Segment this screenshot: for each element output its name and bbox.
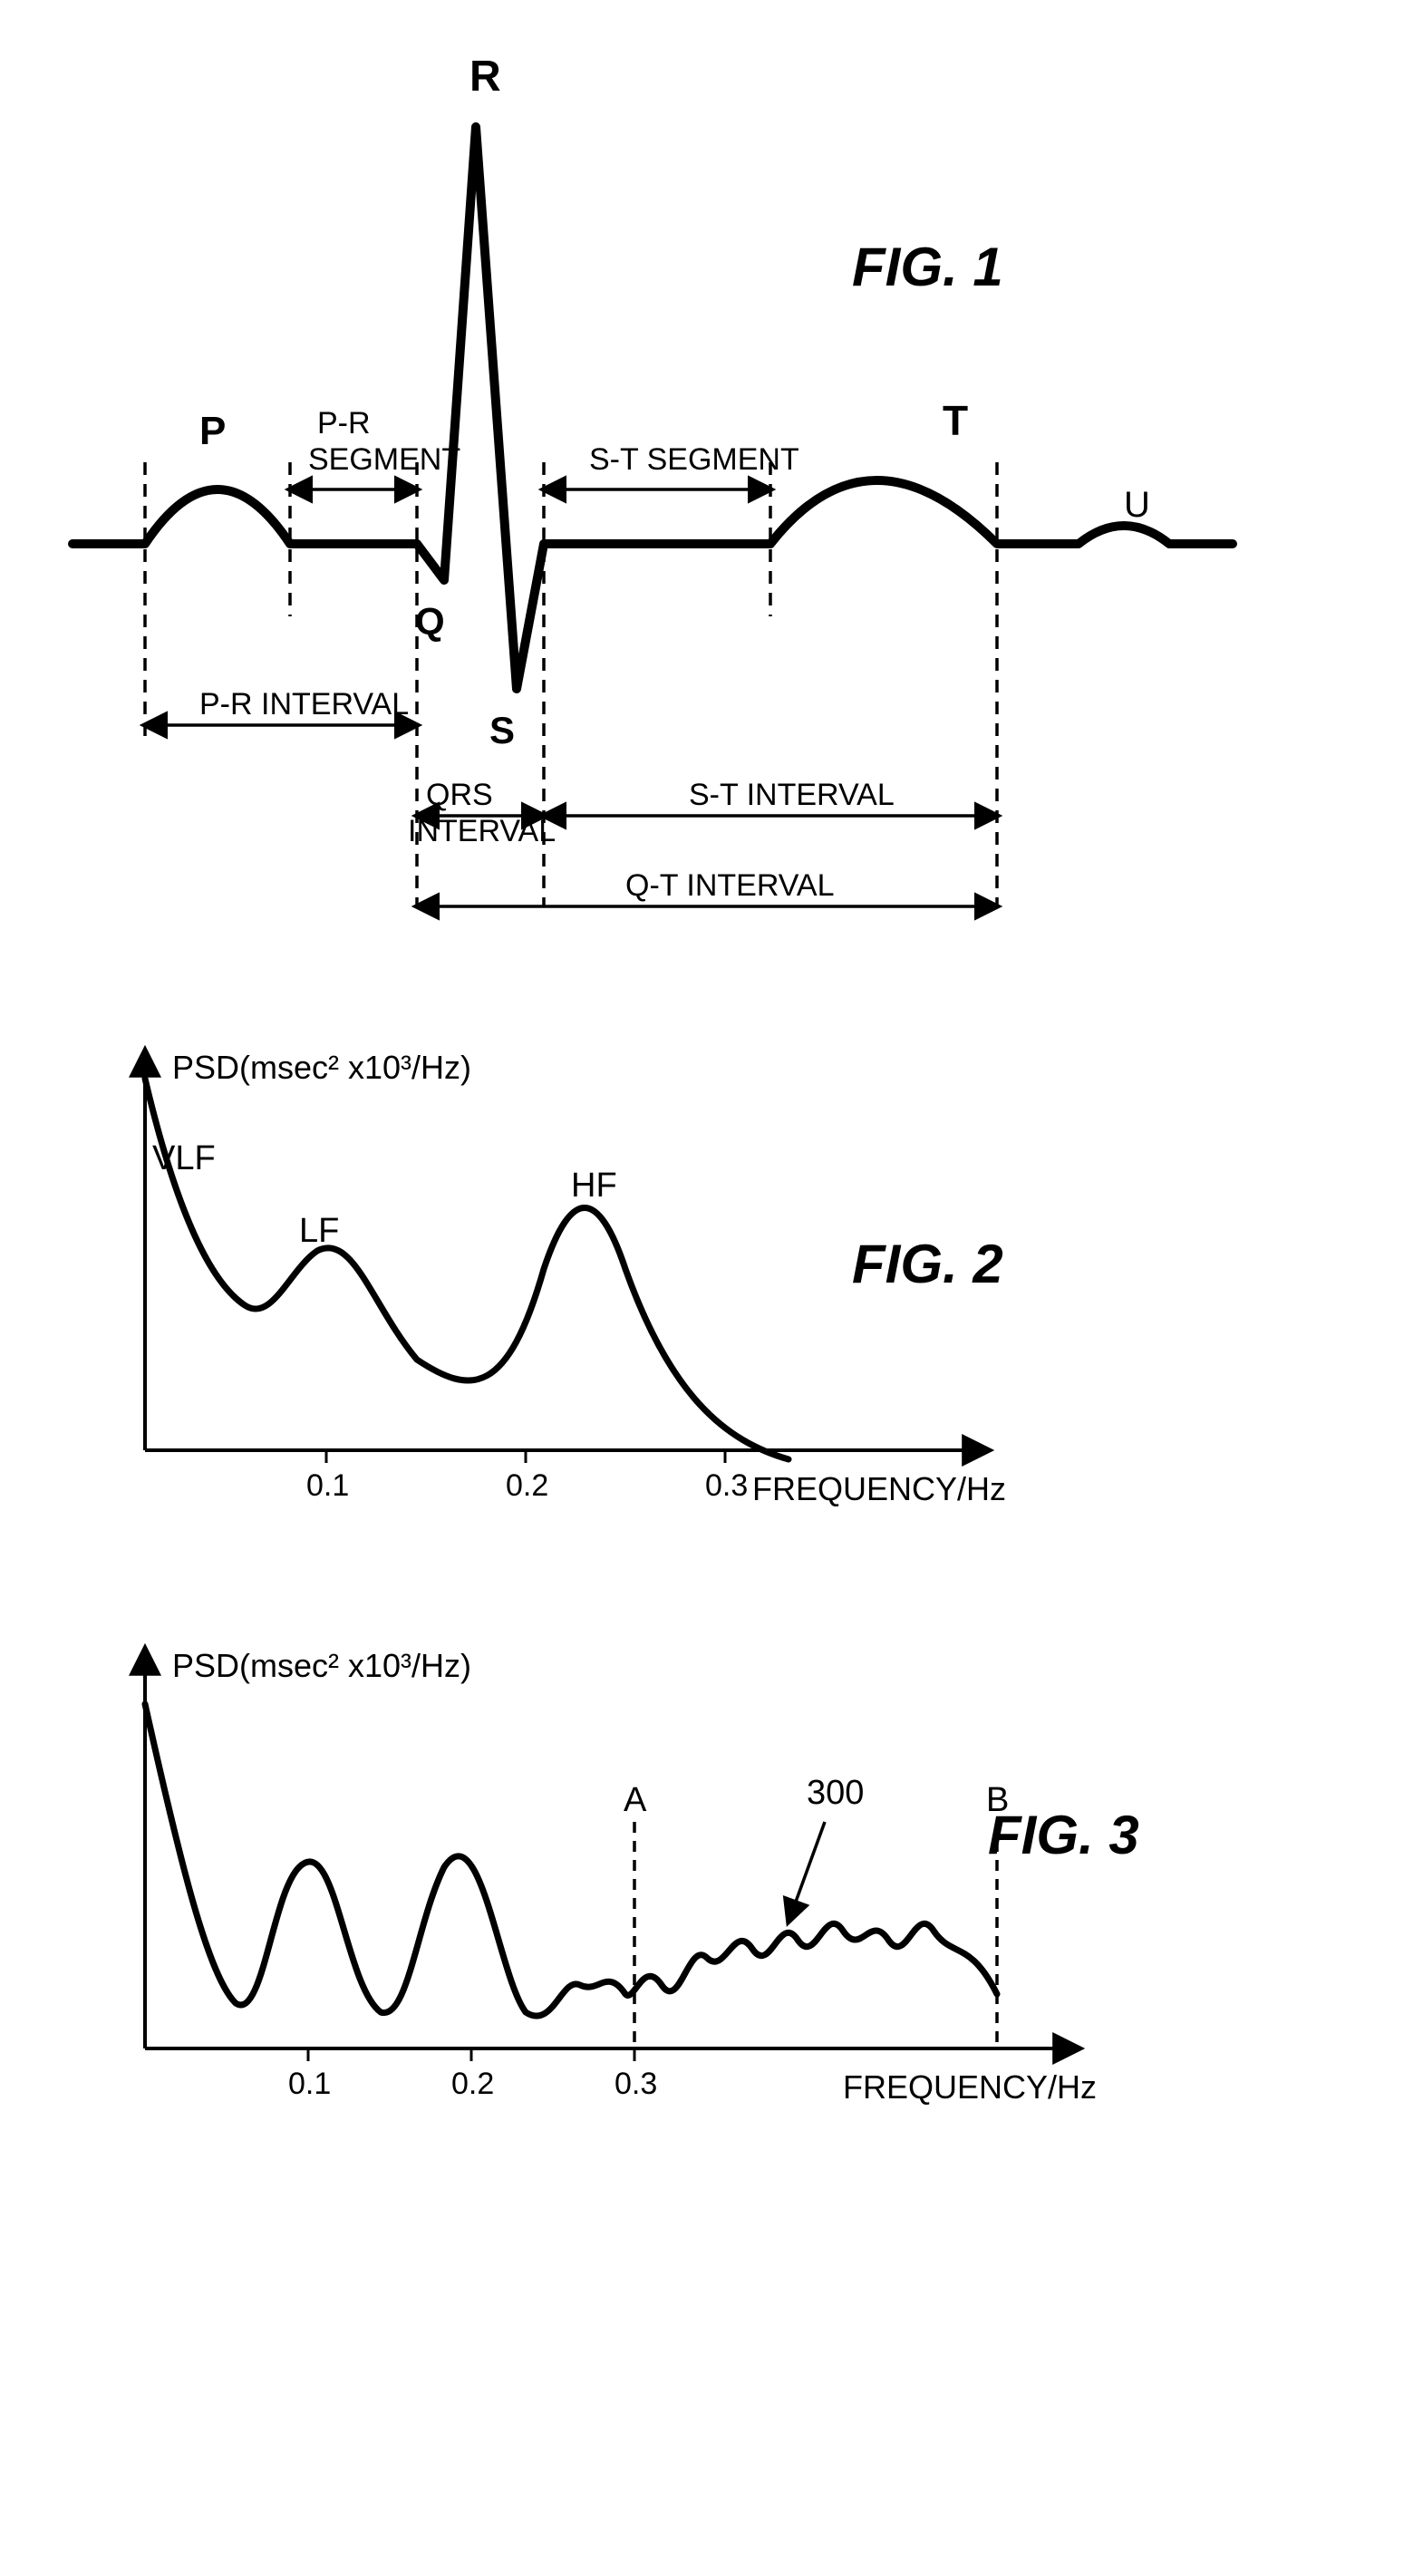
figure-3: FIG. 3 PSD(msec² x10³/Hz) FREQUENCY/Hz 0.1…	[36, 1595, 1378, 2139]
interval-label: QRS	[426, 778, 493, 812]
fig1-svg: P R Q S T U P-RSEGMENT S-T SEGMENT P-R INTERVAL Q…	[36, 36, 1305, 943]
wave-label-t: T	[943, 397, 968, 444]
x-tick-label: 0.2	[451, 2067, 494, 2101]
interval-label: Q-T INTERVAL	[625, 868, 835, 903]
interval-label: S-T INTERVAL	[689, 778, 895, 812]
x-axis-label: FREQUENCY/Hz	[752, 1470, 1006, 1507]
fig1-title: FIG. 1	[852, 236, 1003, 298]
callout-arrow	[789, 1822, 825, 1922]
x-tick-label: 0.1	[288, 2067, 331, 2101]
x-tick-label: 0.3	[705, 1468, 748, 1503]
fig2-svg: PSD(msec² x10³/Hz) FREQUENCY/Hz 0.1 0.2 0.3 V…	[36, 997, 1215, 1541]
x-tick-label: 0.2	[506, 1468, 548, 1503]
wave-label-p: P	[199, 409, 226, 453]
wave-label-q: Q	[415, 600, 445, 643]
figure-2: FIG. 2 PSD(msec² x10³/Hz) FREQUENCY/Hz 0.1…	[36, 997, 1378, 1541]
marker-label-a: A	[624, 1781, 647, 1819]
wave-label-r: R	[469, 53, 501, 101]
peak-label-hf: HF	[571, 1167, 617, 1205]
y-axis-label: PSD(msec² x10³/Hz)	[172, 1647, 471, 1684]
figure-1: FIG. 1 P R Q S T U P-RSEGMENT S-T SEGMENT P-R IN…	[36, 36, 1378, 943]
psd-curve	[145, 1704, 997, 2016]
x-tick-label: 0.3	[615, 2067, 657, 2101]
segment-label: P-R	[317, 406, 371, 441]
fig3-svg: PSD(msec² x10³/Hz) FREQUENCY/Hz 0.1 0.2 0.3 A…	[36, 1595, 1305, 2139]
psd-curve	[145, 1079, 789, 1459]
ecg-waveform	[73, 127, 1233, 689]
fig3-title: FIG. 3	[988, 1804, 1139, 1866]
wave-label-u: U	[1124, 485, 1150, 525]
interval-label: P-R INTERVAL	[199, 687, 409, 721]
callout-300: 300	[807, 1774, 864, 1812]
x-tick-label: 0.1	[306, 1468, 349, 1503]
segment-label: SEGMENT	[308, 442, 460, 477]
interval-label: INTERVAL	[408, 814, 556, 848]
x-axis-label: FREQUENCY/Hz	[843, 2068, 1097, 2106]
peak-label-vlf: VLF	[152, 1139, 216, 1177]
segment-label: S-T SEGMENT	[589, 442, 799, 477]
y-axis-label: PSD(msec² x10³/Hz)	[172, 1049, 471, 1086]
wave-label-s: S	[489, 709, 515, 751]
peak-label-lf: LF	[299, 1212, 339, 1250]
fig2-title: FIG. 2	[852, 1233, 1003, 1295]
